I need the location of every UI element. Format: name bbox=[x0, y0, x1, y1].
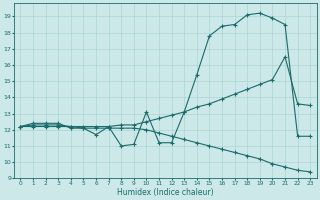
X-axis label: Humidex (Indice chaleur): Humidex (Indice chaleur) bbox=[117, 188, 214, 197]
